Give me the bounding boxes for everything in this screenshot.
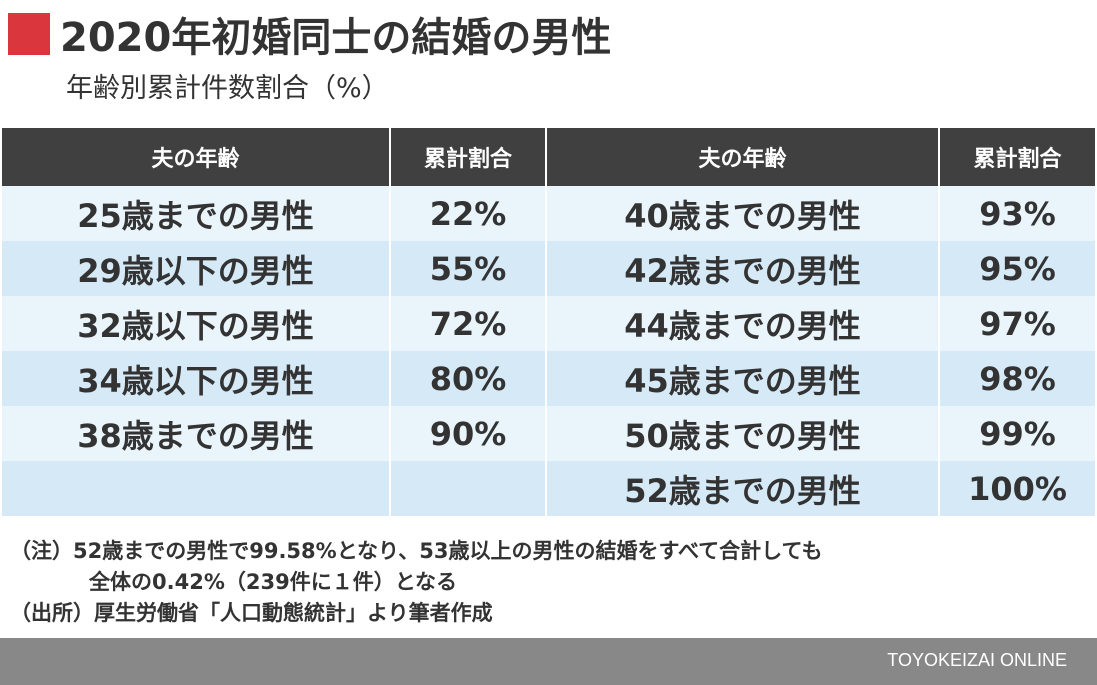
age-cell [2,461,389,516]
column-divider [938,351,940,406]
column-divider [545,406,547,461]
table-header-row: 夫の年齢 累計割合 夫の年齢 累計割合 [2,128,1095,186]
column-divider [389,128,391,186]
age-cell: 50歳までの男性 [624,416,861,455]
header-ratio-left: 累計割合 [391,128,545,186]
age-cell: 25歳までの男性 [77,196,314,235]
source-line: （出所）厚生労働省「人口動態統計」より筆者作成 [10,601,493,625]
age-cell: 40歳までの男性 [624,196,861,235]
column-divider [545,351,547,406]
column-divider [545,128,547,186]
column-divider [545,186,547,241]
title-block: 2020年初婚同士の結婚の男性 [8,8,612,61]
ratio-cell [391,461,545,516]
column-divider [938,406,940,461]
column-divider [938,461,940,516]
header-ratio-right: 累計割合 [940,128,1095,186]
header-age-left: 夫の年齢 [2,128,389,186]
table-row: 32歳以下の男性 72% 44歳までの男性 97% [2,296,1095,351]
ratio-cell: 90% [429,414,507,453]
column-divider [545,296,547,351]
table-row: 25歳までの男性 22% 40歳までの男性 93% [2,186,1095,241]
age-cell: 52歳までの男性 [624,471,861,510]
data-table: 夫の年齢 累計割合 夫の年齢 累計割合 25歳までの男性 22% 40歳までの男… [2,128,1095,516]
ratio-cell: 22% [429,194,507,233]
note-line: 全体の0.42%（239件に１件）となる [89,570,458,594]
column-divider [545,241,547,296]
age-cell: 34歳以下の男性 [77,361,314,400]
column-divider [389,461,391,516]
ratio-cell: 55% [429,249,507,288]
ratio-cell: 98% [979,359,1056,398]
age-cell: 45歳までの男性 [624,361,861,400]
column-divider [389,351,391,406]
age-cell: 42歳までの男性 [624,251,861,290]
ratio-cell: 95% [979,249,1056,288]
ratio-cell: 93% [979,194,1056,233]
ratio-cell: 99% [979,414,1056,453]
table-row: 38歳までの男性 90% 50歳までの男性 99% [2,406,1095,461]
note-line: （注）52歳までの男性で99.58%となり、53歳以上の男性の結婚をすべて合計し… [10,539,823,563]
column-divider [938,186,940,241]
title-marker-square [8,13,50,55]
table-row: 34歳以下の男性 80% 45歳までの男性 98% [2,351,1095,406]
age-cell: 29歳以下の男性 [77,251,314,290]
ratio-cell: 100% [968,469,1067,508]
table-row: 29歳以下の男性 55% 42歳までの男性 95% [2,241,1095,296]
column-divider [389,241,391,296]
ratio-cell: 72% [429,304,507,343]
page-subtitle: 年齢別累計件数割合（%） [66,73,389,104]
ratio-cell: 97% [979,304,1056,343]
column-divider [545,461,547,516]
column-divider [938,128,940,186]
column-divider [389,296,391,351]
table-row: 52歳までの男性 100% [2,461,1095,516]
age-cell: 38歳までの男性 [77,416,314,455]
footnotes: （注）52歳までの男性で99.58%となり、53歳以上の男性の結婚をすべて合計し… [10,536,822,629]
age-cell: 44歳までの男性 [624,306,861,345]
column-divider [938,296,940,351]
column-divider [389,186,391,241]
ratio-cell: 80% [429,359,507,398]
footer-bar: TOYOKEIZAI ONLINE [0,638,1097,685]
header-age-right: 夫の年齢 [547,128,938,186]
page-title: 2020年初婚同士の結婚の男性 [60,15,612,61]
age-cell: 32歳以下の男性 [77,306,314,345]
brand-logo-text: TOYOKEIZAI ONLINE [887,650,1067,670]
column-divider [938,241,940,296]
column-divider [389,406,391,461]
